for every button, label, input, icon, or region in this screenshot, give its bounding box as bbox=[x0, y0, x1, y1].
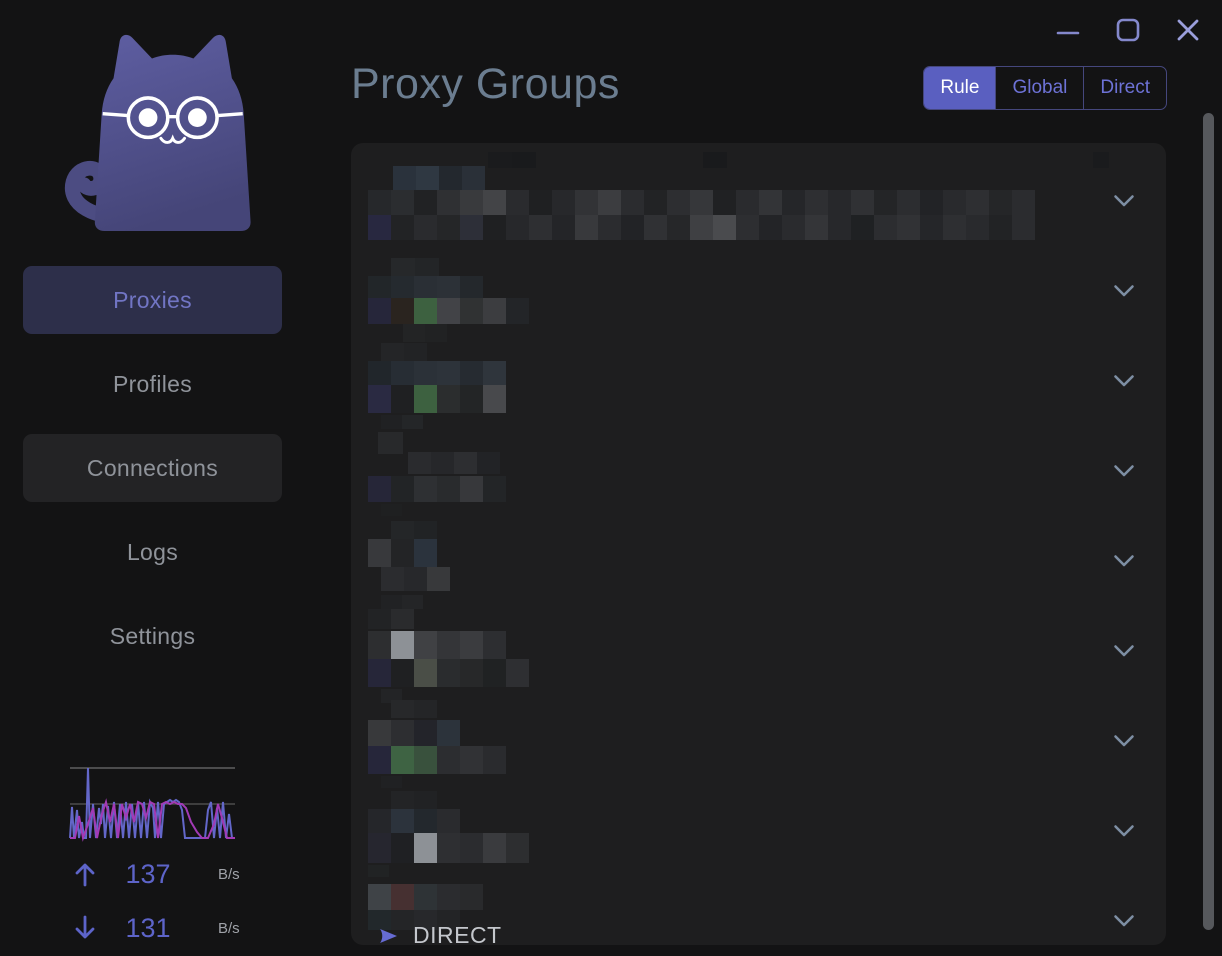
sidebar: Proxies Profiles Connections Logs Settings 1… bbox=[0, 0, 351, 956]
redacted-mosaic bbox=[368, 190, 1035, 215]
minimize-icon bbox=[1056, 31, 1080, 35]
redacted-mosaic bbox=[391, 791, 437, 809]
sidebar-nav: Proxies Profiles Connections Logs Settings bbox=[23, 266, 282, 686]
close-button[interactable] bbox=[1172, 14, 1204, 46]
mode-direct-button[interactable]: Direct bbox=[1083, 67, 1166, 109]
redacted-mosaic bbox=[1093, 152, 1109, 168]
redacted-mosaic bbox=[391, 521, 437, 539]
expand-chevron-button[interactable] bbox=[1111, 821, 1137, 841]
expand-chevron-button[interactable] bbox=[1111, 371, 1137, 391]
redacted-mosaic bbox=[368, 385, 506, 413]
redacted-mosaic bbox=[378, 432, 403, 454]
chevron-down-icon bbox=[1114, 735, 1134, 747]
redacted-mosaic bbox=[391, 700, 437, 718]
mode-global-button[interactable]: Global bbox=[995, 67, 1083, 109]
upload-stat-row: 137 B/s bbox=[70, 856, 290, 892]
expand-chevron-button[interactable] bbox=[1111, 551, 1137, 571]
redacted-mosaic bbox=[368, 631, 506, 659]
redacted-mosaic bbox=[403, 324, 447, 342]
redacted-mosaic bbox=[368, 833, 529, 863]
redacted-mosaic bbox=[381, 776, 402, 788]
maximize-icon bbox=[1116, 18, 1140, 42]
redacted-mosaic bbox=[391, 258, 439, 278]
window-controls bbox=[1052, 14, 1204, 46]
page-title: Proxy Groups bbox=[351, 60, 620, 108]
sidebar-item-connections[interactable]: Connections bbox=[23, 434, 282, 502]
redacted-mosaic bbox=[368, 910, 460, 930]
download-stat-row: 131 B/s bbox=[70, 910, 290, 946]
redacted-mosaic bbox=[393, 166, 485, 190]
chevron-down-icon bbox=[1114, 375, 1134, 387]
download-value: 131 bbox=[125, 912, 171, 943]
play-arrow-icon bbox=[380, 928, 397, 943]
traffic-chart bbox=[69, 767, 235, 842]
redacted-mosaic bbox=[368, 276, 483, 298]
mode-rule-button[interactable]: Rule bbox=[924, 67, 996, 109]
redacted-mosaic bbox=[381, 343, 427, 361]
chevron-down-icon bbox=[1114, 915, 1134, 927]
redacted-mosaic bbox=[368, 215, 1035, 240]
arrow-down-icon bbox=[70, 914, 100, 942]
arrow-up-icon bbox=[70, 860, 100, 888]
redacted-mosaic bbox=[368, 298, 529, 324]
upload-unit: B/s bbox=[218, 865, 240, 883]
sidebar-item-proxies[interactable]: Proxies bbox=[23, 266, 282, 334]
cat-logo-icon bbox=[64, 34, 251, 232]
expand-chevron-button[interactable] bbox=[1111, 461, 1137, 481]
download-unit: B/s bbox=[218, 919, 240, 937]
redacted-mosaic bbox=[368, 539, 437, 567]
minimize-button[interactable] bbox=[1052, 14, 1084, 46]
chevron-down-icon bbox=[1114, 465, 1134, 477]
panel-scrollbar[interactable] bbox=[1203, 113, 1214, 930]
maximize-button[interactable] bbox=[1112, 14, 1144, 46]
proxy-groups-panel: DIRECT bbox=[351, 143, 1166, 945]
sidebar-item-settings[interactable]: Settings bbox=[109, 622, 196, 649]
redacted-mosaic bbox=[703, 152, 727, 168]
expand-chevron-button[interactable] bbox=[1111, 641, 1137, 661]
chevron-down-icon bbox=[1114, 195, 1134, 207]
redacted-mosaic bbox=[381, 689, 402, 703]
redacted-mosaic bbox=[408, 452, 500, 474]
download-line bbox=[70, 798, 235, 842]
sidebar-item-logs[interactable]: Logs bbox=[126, 538, 179, 565]
close-icon bbox=[1177, 19, 1199, 41]
expand-chevron-button[interactable] bbox=[1111, 911, 1137, 931]
redacted-mosaic bbox=[368, 476, 506, 502]
upload-line bbox=[69, 767, 235, 839]
chevron-down-icon bbox=[1114, 555, 1134, 567]
redacted-mosaic bbox=[368, 746, 506, 774]
redacted-mosaic bbox=[381, 567, 450, 591]
upload-value: 137 bbox=[125, 858, 171, 889]
redacted-mosaic bbox=[368, 720, 460, 746]
redacted-mosaic bbox=[368, 361, 506, 385]
redacted-mosaic bbox=[368, 809, 460, 833]
redacted-mosaic bbox=[381, 504, 402, 516]
redacted-mosaic bbox=[368, 609, 414, 629]
app-logo bbox=[36, 22, 268, 234]
sidebar-item-profiles[interactable]: Profiles bbox=[112, 370, 193, 397]
redacted-mosaic bbox=[488, 152, 536, 168]
chevron-down-icon bbox=[1114, 825, 1134, 837]
redacted-mosaic bbox=[368, 884, 483, 910]
expand-chevron-button[interactable] bbox=[1111, 731, 1137, 751]
chevron-down-icon bbox=[1114, 645, 1134, 657]
expand-chevron-button[interactable] bbox=[1111, 281, 1137, 301]
redacted-mosaic bbox=[381, 595, 423, 609]
expand-chevron-button[interactable] bbox=[1111, 191, 1137, 211]
direct-label: DIRECT bbox=[413, 922, 502, 945]
direct-item[interactable]: DIRECT bbox=[378, 922, 502, 945]
redacted-mosaic bbox=[368, 865, 389, 877]
mode-switch: Rule Global Direct bbox=[923, 66, 1167, 110]
redacted-mosaic bbox=[381, 415, 423, 429]
chevron-down-icon bbox=[1114, 285, 1134, 297]
redacted-mosaic bbox=[368, 659, 529, 687]
